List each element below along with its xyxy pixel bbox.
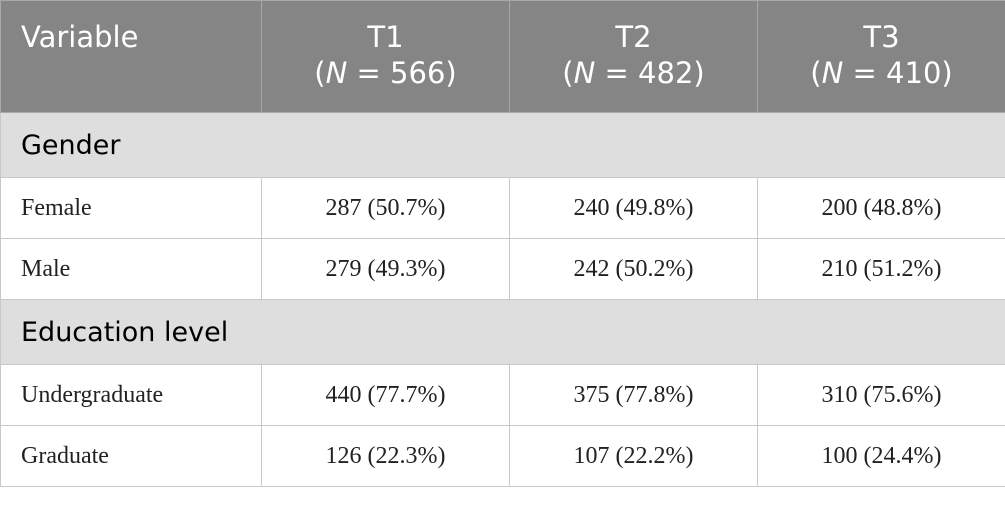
data-table: Variable T1 (N = 566) T2 (N = 482) T3 (N = 41… <box>0 0 1005 487</box>
header-cell: T2 (N = 482) <box>509 0 758 113</box>
data-row: Graduate 126 (22.3%) 107 (22.2%) 100 (24.4%… <box>0 425 1005 487</box>
table-body: Gender Female 287 (50.7%) 240 (49.8%) 200 (4… <box>0 112 1005 487</box>
cell: 440 (77.7%) <box>261 364 510 426</box>
sample-size: (N = 482) <box>510 55 757 91</box>
header-cell: T3 (N = 410) <box>757 0 1005 113</box>
sample-size: (N = 410) <box>758 55 1005 91</box>
cell: 107 (22.2%) <box>509 425 758 487</box>
header-cell: Variable <box>0 0 262 113</box>
cell: 375 (77.8%) <box>509 364 758 426</box>
cell: 310 (75.6%) <box>757 364 1005 426</box>
cell: 100 (24.4%) <box>757 425 1005 487</box>
sample-size: (N = 566) <box>262 55 509 91</box>
row-label: Female <box>0 177 262 239</box>
section-row: Gender <box>0 112 1005 178</box>
header-cell: T1 (N = 566) <box>261 0 510 113</box>
data-row: Male 279 (49.3%) 242 (50.2%) 210 (51.2%) <box>0 238 1005 300</box>
cell: 242 (50.2%) <box>509 238 758 300</box>
sample-size-part: = 410) <box>843 56 953 90</box>
row-label: Undergraduate <box>0 364 262 426</box>
sample-size-part: = 482) <box>595 56 705 90</box>
cell: 240 (49.8%) <box>509 177 758 239</box>
data-row: Undergraduate 440 (77.7%) 375 (77.8%) 310 (… <box>0 364 1005 426</box>
sample-size-part: N <box>325 56 348 90</box>
row-label: Male <box>0 238 262 300</box>
cell: 287 (50.7%) <box>261 177 510 239</box>
sample-size-part: N <box>821 56 844 90</box>
header-row: Variable T1 (N = 566) T2 (N = 482) T3 (N = 41… <box>0 0 1005 113</box>
cell: 126 (22.3%) <box>261 425 510 487</box>
column-name: T2 <box>615 20 652 54</box>
section-title: Gender <box>0 112 1005 178</box>
cell: 200 (48.8%) <box>757 177 1005 239</box>
section-title: Education level <box>0 299 1005 365</box>
sample-size-part: N <box>573 56 596 90</box>
cell: 210 (51.2%) <box>757 238 1005 300</box>
sample-size-part: ( <box>810 56 822 90</box>
column-name: T1 <box>367 20 404 54</box>
cell: 279 (49.3%) <box>261 238 510 300</box>
data-row: Female 287 (50.7%) 240 (49.8%) 200 (48.8%) <box>0 177 1005 239</box>
column-name: T3 <box>863 20 900 54</box>
row-label: Graduate <box>0 425 262 487</box>
sample-size-part: ( <box>314 56 326 90</box>
sample-size-part: ( <box>562 56 574 90</box>
sample-size-part: = 566) <box>347 56 457 90</box>
section-row: Education level <box>0 299 1005 365</box>
